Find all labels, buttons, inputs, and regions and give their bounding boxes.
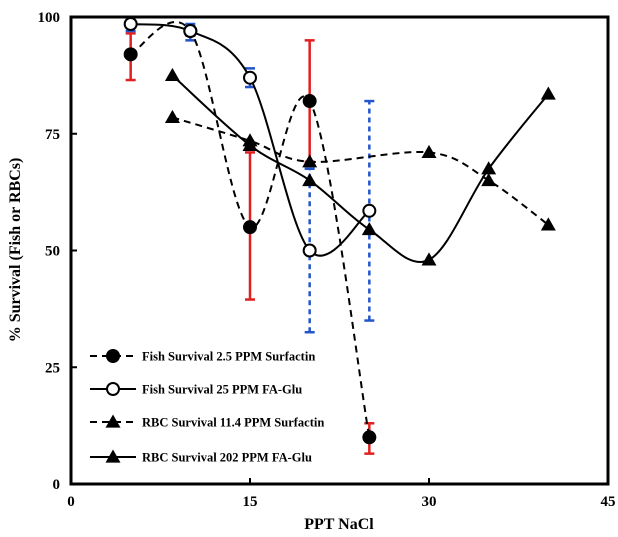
- data-point-s3-1: [242, 137, 258, 152]
- legend: Fish Survival 2.5 PPM Surfactin Fish Surv…: [90, 349, 324, 465]
- y-tick-label-3: 75: [45, 127, 60, 143]
- x-axis-title: PPT NaCl: [304, 516, 374, 533]
- data-point-s3-0: [164, 67, 180, 81]
- legend-marker-2: [105, 414, 121, 428]
- data-point-s3-3: [361, 221, 377, 236]
- data-point-s2-0: [164, 109, 180, 124]
- y-axis-title: % Survival (Fish or RBCs): [7, 158, 24, 343]
- data-point-s2-2: [302, 154, 318, 168]
- data-point-s3-5: [481, 161, 497, 175]
- data-point-s1-0: [123, 17, 138, 32]
- axis-ticks: 0 15 30 45 0 25 50 75 100: [38, 10, 616, 510]
- legend-marker-3: [105, 449, 121, 463]
- data-point-s2-4: [481, 172, 497, 187]
- series-markers: [123, 17, 556, 445]
- data-point-s0-3: [302, 94, 317, 109]
- data-point-s0-0: [123, 47, 138, 62]
- series-line-0: [130, 21, 371, 438]
- data-point-s1-1: [183, 24, 198, 39]
- plot-frame: [69, 15, 610, 486]
- x-tick-label-2: 30: [422, 494, 437, 510]
- legend-label-0: Fish Survival 2.5 PPM Surfactin: [142, 350, 315, 364]
- data-point-s0-4: [362, 430, 377, 445]
- legend-label-1: Fish Survival 25 PPM FA-Glu: [142, 383, 302, 397]
- y-tick-label-4: 100: [38, 10, 61, 26]
- legend-marker-1: [106, 382, 120, 396]
- x-tick-label-0: 0: [67, 494, 75, 510]
- legend-label-3: RBC Survival 202 PPM FA-Glu: [142, 451, 312, 465]
- legend-marker-0: [106, 349, 120, 363]
- data-point-s3-4: [421, 252, 437, 266]
- data-point-s1-4: [362, 203, 377, 218]
- data-point-s0-2: [243, 220, 257, 235]
- x-tick-label-1: 15: [243, 494, 258, 510]
- series-lines: [130, 21, 550, 438]
- data-point-s3-6: [540, 86, 556, 100]
- y-tick-label-1: 25: [45, 360, 60, 376]
- legend-label-2: RBC Survival 11.4 PPM Surfactin: [142, 416, 324, 430]
- x-tick-label-3: 45: [601, 494, 616, 510]
- data-point-s2-3: [421, 144, 437, 159]
- y-tick-label-2: 50: [45, 244, 60, 260]
- data-point-s2-5: [540, 217, 556, 231]
- data-point-s1-3: [302, 243, 317, 258]
- data-point-s3-2: [302, 172, 318, 187]
- data-point-s1-2: [243, 70, 257, 85]
- y-tick-label-0: 0: [53, 477, 61, 493]
